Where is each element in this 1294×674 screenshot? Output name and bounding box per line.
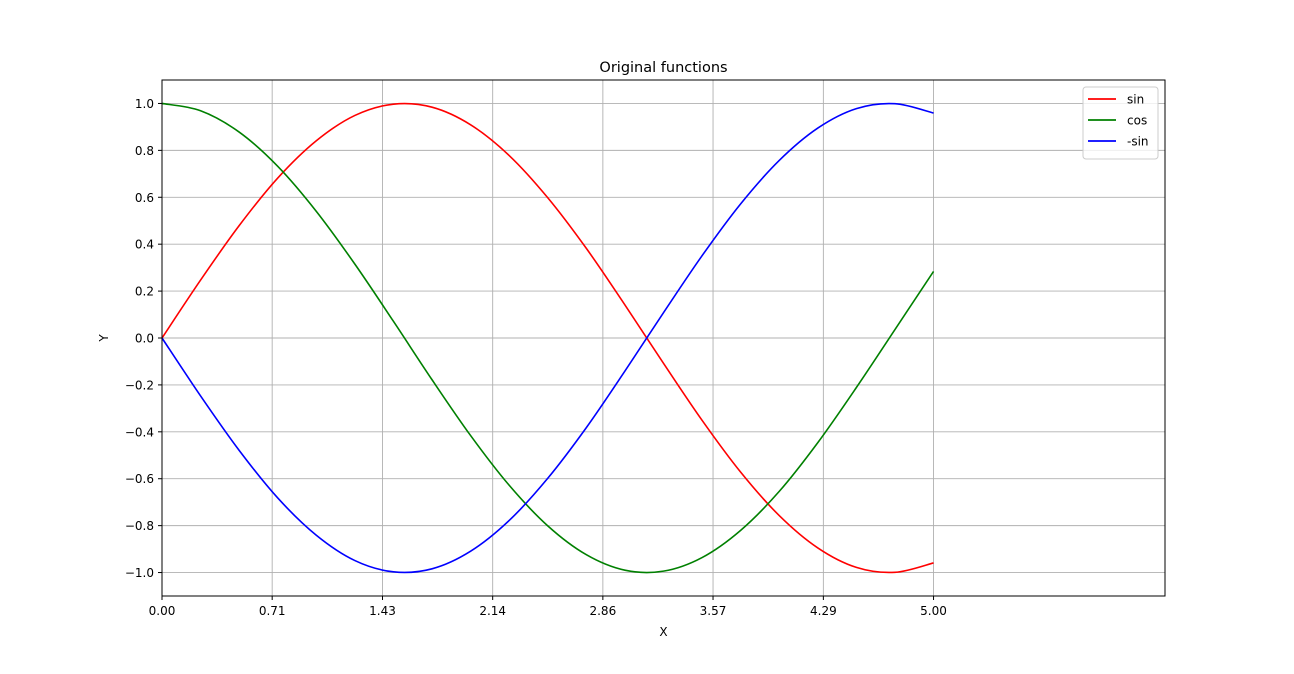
series-line-1 <box>161 102 935 574</box>
y-tick-label: 0.0 <box>135 332 154 346</box>
legend-label: cos <box>1127 114 1147 128</box>
legend-label: -sin <box>1127 135 1149 149</box>
y-tick-label: 0.2 <box>135 285 154 299</box>
x-tick-label: 2.14 <box>479 604 506 618</box>
y-axis-label: Y <box>97 334 111 343</box>
x-tick-label: 3.57 <box>700 604 727 618</box>
legend-label: sin <box>1127 93 1144 107</box>
x-tick-label: 5.00 <box>920 604 947 618</box>
y-tick-label: 0.4 <box>135 238 154 252</box>
y-tick-label: −0.6 <box>125 472 154 486</box>
x-tick-label: 0.71 <box>259 604 286 618</box>
y-tick-label: −0.2 <box>125 378 154 392</box>
y-tick-label: 0.8 <box>135 144 154 158</box>
y-tick-label: −1.0 <box>125 566 154 580</box>
x-tick-label: 4.29 <box>810 604 837 618</box>
y-tick-label: 0.6 <box>135 191 154 205</box>
grid <box>161 80 1165 596</box>
x-tick-label: 0.00 <box>149 604 176 618</box>
y-tick-label: −0.8 <box>125 519 154 533</box>
chart-title: Original functions <box>599 60 727 76</box>
x-tick-label: 2.86 <box>589 604 616 618</box>
series-line-0 <box>161 102 934 574</box>
x-axis-label: X <box>659 625 667 639</box>
legend: sin cos -sin <box>1082 86 1159 160</box>
series-line-2 <box>161 102 934 574</box>
axis-ticks: 0.00 0.71 1.43 2.14 2.86 3.57 4.29 5.00 −1.0 −0.8… <box>125 97 947 618</box>
x-tick-label: 1.43 <box>369 604 396 618</box>
y-tick-label: −0.4 <box>125 425 154 439</box>
y-tick-label: 1.0 <box>135 97 154 111</box>
series-lines <box>161 102 935 574</box>
